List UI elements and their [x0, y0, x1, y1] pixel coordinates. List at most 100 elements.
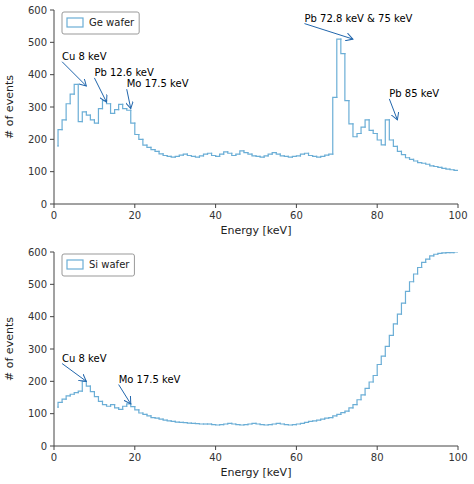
step-segment: [349, 101, 353, 124]
step-segment: [115, 110, 119, 114]
step-segment: [272, 423, 276, 425]
x-tick: [296, 446, 297, 450]
step-segment: [288, 424, 292, 426]
step-segment: [418, 268, 422, 274]
step-segment: [353, 124, 357, 137]
step-segment: [260, 423, 264, 425]
step-segment: [377, 134, 381, 140]
step-segment: [179, 421, 183, 423]
step-segment: [454, 252, 458, 253]
plot-area: [58, 252, 458, 425]
step-segment: [317, 420, 321, 422]
step-segment: [171, 156, 175, 158]
annotation-arrow: [94, 78, 106, 102]
x-tick: [377, 204, 378, 208]
step-segment: [155, 150, 159, 152]
step-segment: [183, 154, 187, 156]
step-segment: [430, 256, 434, 259]
step-segment: [260, 156, 264, 158]
step-segment: [212, 423, 216, 425]
step-segment: [127, 404, 131, 406]
step-segment: [240, 151, 244, 154]
y-tick: [50, 139, 54, 140]
legend-swatch: [67, 260, 83, 269]
step-segment: [292, 424, 296, 426]
step-segment: [434, 165, 438, 167]
annotation-arrow: [62, 62, 86, 86]
step-segment: [143, 413, 147, 414]
step-segment: [252, 423, 256, 425]
x-axis-label: Energy [keV]: [221, 466, 292, 479]
step-segment: [357, 134, 361, 137]
step-segment: [86, 381, 90, 386]
step-segment: [422, 162, 426, 164]
x-tick-label: 80: [371, 210, 384, 221]
step-segment: [203, 154, 207, 156]
step-segment: [450, 168, 454, 170]
step-segment: [296, 423, 300, 425]
x-tick-label: 40: [209, 210, 222, 221]
step-segment: [179, 155, 183, 156]
step-segment: [127, 109, 131, 111]
step-segment: [252, 154, 256, 156]
step-segment: [111, 405, 115, 407]
step-segment: [373, 130, 377, 133]
step-segment: [272, 153, 276, 155]
step-segment: [167, 155, 171, 157]
x-tick-label: 80: [371, 452, 384, 463]
x-tick-label: 20: [128, 210, 141, 221]
step-segment: [66, 104, 70, 120]
x-tick-label: 60: [290, 210, 303, 221]
step-segment: [111, 104, 115, 114]
step-segment: [175, 156, 179, 158]
step-segment: [345, 411, 349, 413]
y-tick: [50, 204, 54, 205]
step-segment: [309, 153, 313, 155]
y-tick: [50, 171, 54, 172]
step-segment: [434, 254, 438, 256]
step-segment: [195, 156, 199, 158]
panel: 0100200300400500600020406080100Energy [k…: [3, 247, 468, 480]
step-segment: [276, 153, 280, 155]
step-segment: [107, 405, 111, 407]
step-segment: [385, 346, 389, 356]
step-segment: [369, 382, 373, 388]
step-segment: [244, 424, 248, 426]
step-segment: [450, 252, 454, 253]
step-segment: [365, 120, 369, 127]
step-segment: [333, 97, 337, 154]
x-tick: [134, 446, 135, 450]
step-segment: [349, 408, 353, 411]
x-tick-label: 40: [209, 452, 222, 463]
step-segment: [321, 419, 325, 421]
step-segment: [228, 423, 232, 425]
plot-area: [58, 39, 458, 170]
step-segment: [220, 154, 224, 156]
step-segment: [216, 424, 220, 426]
annotation: Pb 85 keV: [389, 88, 439, 99]
step-segment: [62, 399, 66, 402]
y-tick-label: 300: [28, 102, 47, 113]
step-segment: [82, 381, 86, 391]
step-segment: [151, 416, 155, 418]
step-segment: [446, 168, 450, 170]
step-segment: [98, 109, 102, 124]
x-tick-label: 0: [51, 452, 57, 463]
step-segment: [74, 393, 78, 395]
step-segment: [232, 423, 236, 425]
step-segment: [220, 424, 224, 426]
y-tick-label: 600: [28, 5, 47, 16]
x-tick-label: 100: [448, 210, 467, 221]
legend: Si wafer: [62, 254, 134, 276]
annotation-arrow: [389, 99, 397, 120]
y-tick-label: 100: [28, 408, 47, 419]
step-segment: [90, 115, 94, 120]
step-segment: [119, 408, 123, 410]
y-axis-label: # of events: [3, 75, 16, 139]
step-segment: [147, 414, 151, 416]
step-segment: [187, 422, 191, 424]
step-segment: [244, 151, 248, 153]
step-segment: [373, 376, 377, 382]
step-segment: [163, 154, 167, 156]
step-segment: [232, 153, 236, 155]
